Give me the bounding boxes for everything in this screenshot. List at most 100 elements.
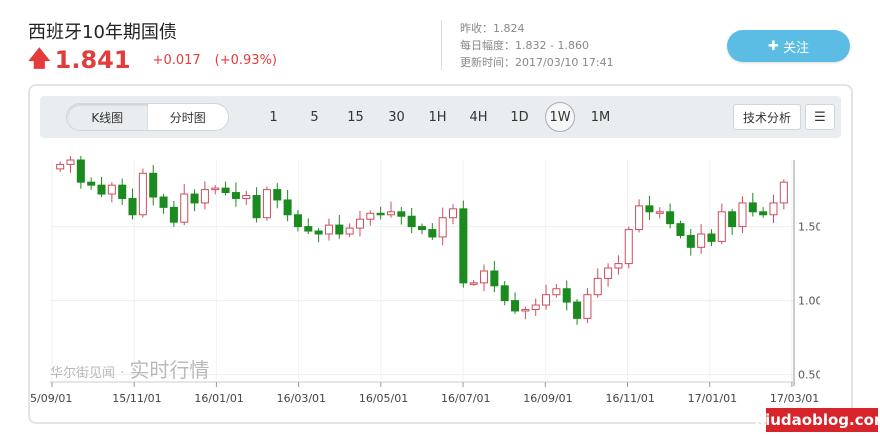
- candle-up: [345, 227, 354, 235]
- follow-label: 关注: [782, 40, 809, 56]
- candle-up: [366, 212, 375, 220]
- candle-up: [697, 233, 706, 248]
- candle-down: [128, 197, 137, 216]
- x-tick-label: 16/05/01: [359, 392, 408, 405]
- candle-down: [500, 285, 509, 302]
- day-range: 每日幅度：1.832 - 1.860: [460, 39, 589, 52]
- watermark-label: 实时行情: [129, 358, 210, 382]
- candle-down: [159, 196, 168, 208]
- y-tick-label: 1.500: [798, 221, 820, 234]
- candle-up: [448, 208, 458, 219]
- candle-down: [314, 230, 323, 235]
- period-selector: 1 5 15 30 1H 4H 1D 1W 1M: [253, 96, 621, 138]
- candle-up: [180, 193, 189, 223]
- candle-down: [748, 202, 757, 213]
- period-5[interactable]: 5: [310, 109, 319, 125]
- candle-up: [635, 205, 644, 231]
- site-badge: niudaoblog.com: [754, 408, 880, 432]
- price-change-pct: (+0.93%): [214, 52, 277, 68]
- period-1[interactable]: 1: [269, 109, 278, 125]
- candle-down: [490, 270, 499, 287]
- x-tick-label: 16/07/01: [441, 392, 490, 405]
- price-row: 🡅 1.841 +0.017 (+0.93%): [28, 46, 291, 74]
- candle-up: [542, 294, 551, 306]
- candle-up: [552, 288, 561, 296]
- x-tick-label: 15/11/01: [112, 392, 161, 405]
- header-divider: [441, 20, 442, 70]
- x-tick-label: 17/03/01: [770, 392, 819, 405]
- candle-down: [707, 233, 716, 242]
- candle-up: [211, 187, 220, 191]
- candle-up: [386, 211, 396, 216]
- watermark-source: 华尔街见闻: [50, 366, 116, 381]
- x-tick-label: 5/09/01: [30, 392, 72, 405]
- candle-up: [583, 294, 592, 319]
- quote-meta: 昨收：1.824 每日幅度：1.832 - 1.860 更新时间：2017/03…: [460, 20, 614, 71]
- period-1d[interactable]: 1D: [510, 109, 529, 125]
- x-tick-label: 16/01/01: [194, 392, 243, 405]
- tab-timeshare[interactable]: 分时图: [169, 110, 206, 125]
- price-change: +0.017: [152, 52, 201, 68]
- candle-down: [376, 212, 385, 216]
- candle-down: [169, 206, 178, 223]
- candle-down: [149, 172, 158, 198]
- candle-down: [221, 187, 230, 194]
- chart-toolbar: K线图 分时图 1 5 15 30 1H 4H 1D 1W 1M 技术分析 ☰: [40, 96, 841, 138]
- candle-down: [511, 300, 520, 312]
- x-tick-label: 16/09/01: [523, 392, 572, 405]
- y-tick-label: 0.500: [798, 369, 820, 382]
- candle-up: [355, 218, 364, 229]
- page-title: 西班牙10年期国债: [28, 22, 177, 43]
- period-15[interactable]: 15: [347, 109, 364, 125]
- candle-up: [593, 277, 602, 296]
- candle-up: [56, 163, 65, 170]
- period-30[interactable]: 30: [388, 109, 405, 125]
- candle-down: [686, 234, 695, 248]
- candle-up: [469, 282, 478, 285]
- candle-down: [562, 288, 571, 303]
- candle-up: [66, 159, 75, 165]
- candle-up: [200, 189, 209, 204]
- candle-up: [769, 202, 778, 216]
- candle-up: [521, 308, 530, 312]
- candle-up: [624, 229, 633, 265]
- y-tick-label: 1.000: [798, 295, 820, 308]
- candle-down: [728, 211, 737, 228]
- period-1h[interactable]: 1H: [428, 109, 447, 125]
- candle-down: [645, 205, 654, 213]
- period-1m[interactable]: 1M: [590, 109, 611, 125]
- list-icon[interactable]: ☰: [805, 104, 835, 130]
- candle-up: [717, 211, 726, 242]
- candle-up: [438, 217, 447, 238]
- candlestick-chart: 1.500 1.000 0.500 5/09/01 15/11/01 16/01/01 16…: [30, 156, 820, 405]
- arrow-up-icon: 🡅: [28, 47, 51, 72]
- candle-down: [252, 195, 261, 219]
- candle-down: [397, 211, 406, 217]
- follow-button[interactable]: ✚ 关注: [727, 30, 850, 62]
- current-price: 1.841: [54, 46, 131, 74]
- plus-icon: ✚: [768, 38, 779, 54]
- candle-down: [573, 301, 582, 319]
- period-1w[interactable]: 1W: [545, 102, 575, 132]
- candle-up: [107, 184, 116, 195]
- candle-up: [604, 267, 613, 279]
- candle-down: [97, 184, 106, 195]
- tab-kline[interactable]: K线图: [67, 104, 148, 130]
- candle-down: [407, 215, 416, 228]
- candle-down: [283, 199, 292, 216]
- period-4h[interactable]: 4H: [469, 109, 488, 125]
- candle-down: [190, 193, 199, 204]
- watermark-separator: ·: [120, 366, 125, 381]
- candle-down: [231, 192, 240, 199]
- candle-down: [459, 208, 468, 284]
- technical-analysis-button[interactable]: 技术分析: [733, 104, 801, 130]
- candle-down: [76, 159, 85, 183]
- candle-down: [335, 224, 344, 235]
- candle-up: [614, 263, 623, 269]
- chart-type-toggle: K线图 分时图: [66, 103, 229, 131]
- candle-down: [676, 223, 685, 236]
- watermark: 华尔街见闻 · 实时行情: [50, 354, 209, 383]
- candle-down: [428, 229, 437, 238]
- candle-down: [304, 226, 313, 232]
